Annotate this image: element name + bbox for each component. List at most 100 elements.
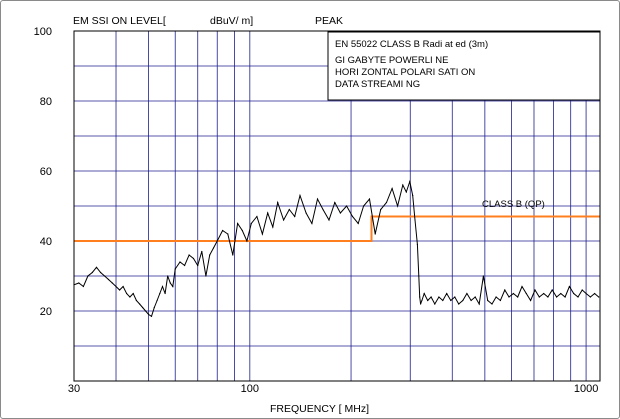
limit-line-group <box>74 215 600 242</box>
emission-data-point <box>538 296 540 298</box>
emission-data-point <box>419 296 421 298</box>
emission-data-point <box>339 212 341 214</box>
emission-data-point <box>589 296 592 298</box>
emission-data-point <box>351 215 354 218</box>
emission-data-point <box>438 296 440 298</box>
emission-data-point <box>232 254 234 256</box>
x-tick-label: 1000 <box>574 383 598 395</box>
emission-data-point <box>277 201 279 204</box>
emission-data-point <box>427 299 429 302</box>
emission-data-point <box>294 215 296 218</box>
emission-data-point <box>442 299 444 302</box>
emission-data-point <box>560 292 562 295</box>
emission-data-point <box>409 180 411 183</box>
emission-data-point <box>222 229 224 232</box>
emission-data-point <box>534 289 536 291</box>
emission-data-point <box>153 306 155 309</box>
emission-data-point <box>91 271 93 274</box>
emission-data-point <box>311 222 313 225</box>
emission-data-point <box>551 289 553 291</box>
limit-line-class-b <box>74 215 600 242</box>
x-tick-label: 30 <box>68 383 80 395</box>
y-axis-label: EM SSI ON LEVEL[ <box>73 15 166 27</box>
emission-data-point <box>357 222 359 225</box>
info-line-mode: DATA STREAMI NG <box>335 79 420 90</box>
info-box-frame <box>327 31 601 101</box>
emission-data-point <box>517 296 519 298</box>
emission-data-point <box>525 292 527 295</box>
info-line-standard: EN 55022 CLASS B Radi at ed (3m) <box>335 39 488 50</box>
emission-data-point <box>78 282 80 284</box>
emission-data-point <box>241 229 243 232</box>
emission-data-point <box>126 292 128 295</box>
emission-data-point <box>122 285 124 288</box>
emission-data-point <box>188 254 190 256</box>
emission-data-point <box>585 292 587 295</box>
emission-data-point <box>446 292 448 295</box>
emission-data-point <box>421 299 423 302</box>
x-tick-label: 100 <box>241 383 259 395</box>
emission-data-point <box>179 261 181 263</box>
emission-data-point <box>156 299 158 302</box>
y-axis-units: dBuV/ m] <box>210 15 253 27</box>
detector-label: PEAK <box>315 15 343 27</box>
emission-data-point <box>299 194 301 197</box>
emission-data-point <box>568 285 571 288</box>
emission-data-point <box>598 296 600 298</box>
x-axis-label: FREQUENCY [ MHz] <box>270 403 369 415</box>
plot-border <box>73 30 601 382</box>
emission-data-point <box>135 299 137 302</box>
emission-data-point <box>227 233 229 235</box>
emission-data-point <box>184 264 186 267</box>
emission-data-point <box>316 198 319 200</box>
emission-data-point <box>328 219 330 221</box>
emission-data-point <box>430 296 432 298</box>
emission-data-point <box>573 292 575 295</box>
emission-data-point <box>499 299 501 302</box>
emission-data-point <box>482 275 484 277</box>
emission-data-point <box>414 219 416 221</box>
emission-data-point <box>418 275 420 277</box>
emission-data-point <box>487 299 489 302</box>
emission-data-point <box>363 205 365 207</box>
emission-data-point <box>161 285 164 288</box>
emission-data-point <box>547 296 549 298</box>
emission-data-point <box>581 289 583 291</box>
emission-data-point <box>209 254 211 256</box>
emission-data-point <box>420 303 422 305</box>
emission-data-point <box>212 247 215 249</box>
emission-data-point <box>139 303 141 305</box>
emission-data-point <box>256 215 258 218</box>
emission-data-point <box>556 296 558 298</box>
y-tick-label: 80 <box>40 96 52 108</box>
y-tick-label: 40 <box>40 236 52 248</box>
emission-data-point <box>495 296 497 298</box>
emission-data-point <box>267 212 269 214</box>
emission-data-point <box>272 226 274 228</box>
emission-data-point <box>119 289 121 291</box>
emission-data-point <box>100 271 102 274</box>
emission-data-point <box>543 292 545 295</box>
emission-data-point <box>474 296 476 298</box>
emission-data-point <box>368 198 371 200</box>
emission-data-point <box>491 303 493 305</box>
emission-data-point <box>104 275 106 277</box>
emission-data-point <box>95 266 98 268</box>
emission-data-point <box>374 233 376 235</box>
emission-data-point <box>346 205 348 207</box>
x-tick-labels: 30 100 1000 <box>68 383 598 395</box>
emission-data-point <box>172 285 174 288</box>
emission-data-point <box>391 187 393 190</box>
emission-data-point <box>246 240 248 242</box>
emission-data-point <box>385 201 388 204</box>
emission-data-point <box>405 191 407 193</box>
emission-data-point <box>564 296 566 298</box>
emission-data-point <box>288 208 290 211</box>
emission-data-point <box>201 250 203 253</box>
info-line-product: GI GABYTE POWERLI NE <box>335 55 449 66</box>
emission-data-point <box>111 282 113 284</box>
emission-data-point <box>577 296 579 298</box>
emission-data-point <box>334 201 336 204</box>
emission-data-point <box>466 292 468 295</box>
